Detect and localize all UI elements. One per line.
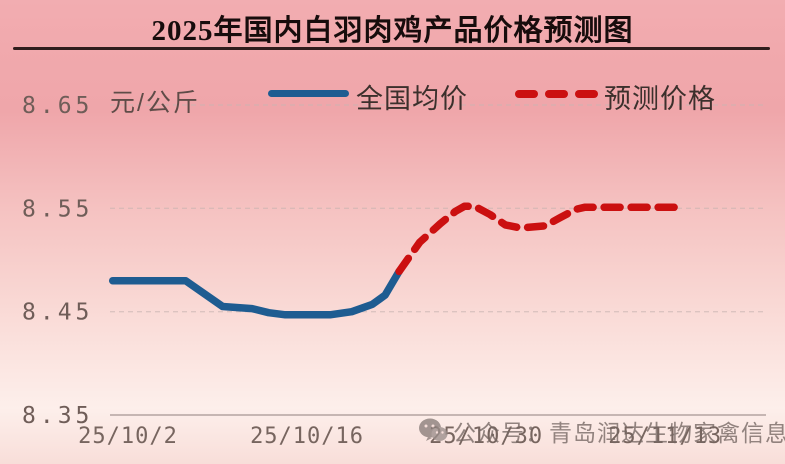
dash-segment <box>515 90 538 98</box>
legend-forecast-dash-swatch <box>515 90 598 98</box>
x-tick-label: 25/10/2 <box>78 424 178 449</box>
title-divider <box>13 47 770 50</box>
watermark: 公众号：青岛润达生物家禽信息 <box>418 414 785 448</box>
x-tick-label: 25/10/16 <box>250 424 364 449</box>
x-tick-label: 25/11/13 <box>608 424 722 449</box>
dash-segment <box>575 90 598 98</box>
x-tick-label: 25/10/30 <box>429 424 543 449</box>
y-tick-label: 8.55 <box>22 196 93 222</box>
forecast-price-line <box>395 202 686 276</box>
y-tick-label: 8.65 <box>22 93 93 119</box>
legend-avg-label: 全国均价 <box>356 84 468 114</box>
dash-segment <box>545 90 568 98</box>
wechat-icon <box>419 418 448 441</box>
y-tick-label: 8.35 <box>22 403 93 429</box>
watermark-text: 公众号：青岛润达生物家禽信息 <box>453 420 785 446</box>
national-average-line <box>108 267 403 319</box>
page-title: 2025年国内白羽肉鸡产品价格预测图 <box>151 15 634 47</box>
y-axis-unit-label: 元/公斤 <box>110 89 200 117</box>
y-tick-label: 8.45 <box>22 300 93 326</box>
legend-forecast-label: 预测价格 <box>604 84 716 114</box>
legend-avg-line-swatch <box>268 90 349 97</box>
